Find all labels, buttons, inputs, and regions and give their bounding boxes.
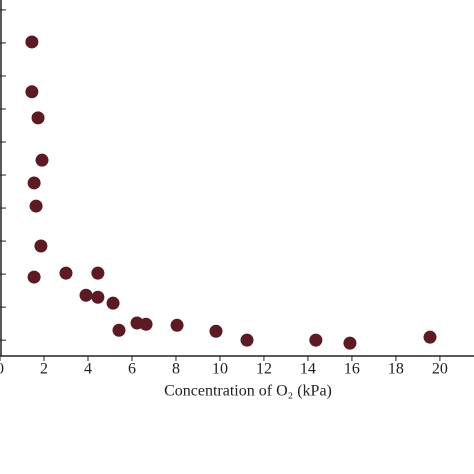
point <box>31 111 45 125</box>
point <box>112 323 126 337</box>
point <box>240 333 254 347</box>
x-tick-label: 6 <box>128 361 136 378</box>
x-tick-label: 10 <box>212 361 228 378</box>
x-tick-label: 20 <box>432 361 448 378</box>
x-tick-label: 8 <box>172 361 180 378</box>
point <box>309 333 323 347</box>
x-tick-label: 14 <box>300 361 316 378</box>
point <box>29 199 43 213</box>
point <box>209 324 223 338</box>
point <box>27 176 41 190</box>
x-tick-label: 2 <box>40 361 48 378</box>
x-tick-label: 16 <box>344 361 360 378</box>
point <box>25 35 39 49</box>
x-tick-label: 0 <box>0 361 4 378</box>
point <box>343 336 357 350</box>
point <box>91 266 105 280</box>
x-axis-label: Concentration of O₂ (kPa) <box>164 383 332 400</box>
point <box>139 317 153 331</box>
point <box>25 85 39 99</box>
point <box>35 153 49 167</box>
x-tick-label: 12 <box>256 361 272 378</box>
point <box>106 296 120 310</box>
point <box>91 290 105 304</box>
x-tick-label: 4 <box>84 361 92 378</box>
point <box>79 288 93 302</box>
point <box>34 239 48 253</box>
point <box>59 266 73 280</box>
point <box>170 318 184 332</box>
point <box>423 330 437 344</box>
point <box>27 270 41 284</box>
x-tick-label: 18 <box>388 361 404 378</box>
